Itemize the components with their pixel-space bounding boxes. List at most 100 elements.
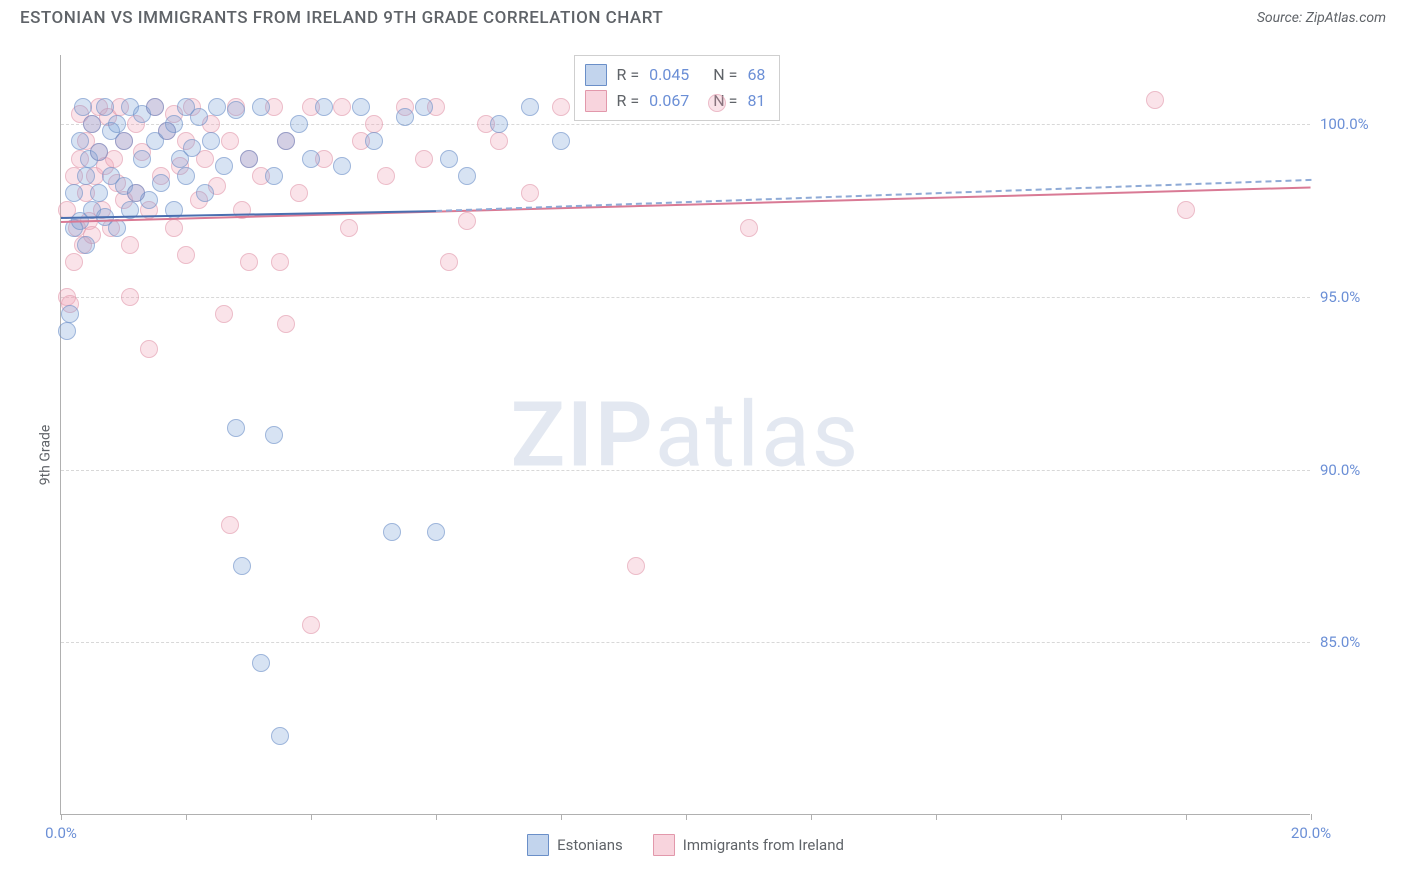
data-point-blue [352, 98, 370, 116]
stats-legend-box: R = 0.045 N = 68 R = 0.067 N = 81 [574, 55, 781, 121]
data-point-pink [271, 253, 289, 271]
gridline [61, 470, 1310, 471]
data-point-blue [165, 115, 183, 133]
legend-item-estonians: Estonians [527, 834, 623, 856]
data-point-blue [58, 322, 76, 340]
data-point-blue [396, 108, 414, 126]
data-point-pink [221, 516, 239, 534]
data-point-pink [1146, 91, 1164, 109]
data-point-pink [177, 246, 195, 264]
data-point-pink [240, 253, 258, 271]
x-tick [1311, 814, 1312, 820]
data-point-blue [290, 115, 308, 133]
y-tick-label: 85.0% [1320, 633, 1380, 651]
data-point-pink [740, 219, 758, 237]
source-attribution: Source: ZipAtlas.com [1257, 10, 1386, 26]
data-point-blue [265, 426, 283, 444]
chart-title: ESTONIAN VS IMMIGRANTS FROM IRELAND 9TH … [20, 8, 663, 28]
x-tick-label-min: 0.0% [45, 824, 77, 842]
data-point-blue [440, 150, 458, 168]
data-point-blue [521, 98, 539, 116]
gridline [61, 124, 1310, 125]
data-point-blue [61, 305, 79, 323]
y-tick-label: 90.0% [1320, 461, 1380, 479]
x-tick [1186, 814, 1187, 820]
n-value-pink: 81 [747, 88, 765, 114]
y-tick-label: 100.0% [1320, 115, 1380, 133]
data-point-pink [121, 236, 139, 254]
bottom-legend: Estonians Immigrants from Ireland [61, 834, 1310, 856]
r-value-pink: 0.067 [649, 88, 689, 114]
data-point-pink [165, 219, 183, 237]
r-value-blue: 0.045 [649, 62, 689, 88]
y-tick-label: 95.0% [1320, 288, 1380, 306]
data-point-blue [183, 139, 201, 157]
data-point-blue [233, 557, 251, 575]
data-point-blue [490, 115, 508, 133]
data-point-pink [333, 98, 351, 116]
data-point-blue [415, 98, 433, 116]
data-point-pink [221, 132, 239, 150]
swatch-pink-icon [653, 834, 675, 856]
data-point-pink [708, 94, 726, 112]
data-point-pink [121, 288, 139, 306]
data-point-blue [227, 101, 245, 119]
data-point-blue [202, 132, 220, 150]
data-point-pink [340, 219, 358, 237]
data-point-pink [415, 150, 433, 168]
data-point-blue [252, 654, 270, 672]
data-point-blue [552, 132, 570, 150]
data-point-blue [383, 523, 401, 541]
data-point-blue [90, 143, 108, 161]
data-point-blue [458, 167, 476, 185]
x-tick [1061, 814, 1062, 820]
data-point-blue [227, 419, 245, 437]
data-point-blue [208, 98, 226, 116]
data-point-pink [290, 184, 308, 202]
data-point-blue [215, 157, 233, 175]
data-point-blue [108, 115, 126, 133]
data-point-blue [196, 184, 214, 202]
chart-container: 9th Grade ZIPatlas R = 0.045 N = 68 R = … [20, 45, 1386, 865]
data-point-blue [302, 150, 320, 168]
data-point-blue [277, 132, 295, 150]
gridline [61, 297, 1310, 298]
data-point-blue [71, 132, 89, 150]
data-point-pink [365, 115, 383, 133]
stats-row-blue: R = 0.045 N = 68 [585, 62, 766, 88]
watermark: ZIPatlas [511, 382, 861, 487]
x-tick-label-max: 20.0% [1291, 824, 1331, 842]
x-tick [811, 814, 812, 820]
legend-item-ireland: Immigrants from Ireland [653, 834, 844, 856]
x-tick [436, 814, 437, 820]
data-point-blue [90, 184, 108, 202]
data-point-blue [271, 727, 289, 745]
data-point-blue [365, 132, 383, 150]
data-point-pink [552, 98, 570, 116]
data-point-blue [65, 184, 83, 202]
data-point-blue [190, 108, 208, 126]
data-point-blue [74, 98, 92, 116]
data-point-pink [521, 184, 539, 202]
data-point-blue [152, 174, 170, 192]
y-axis-label: 9th Grade [37, 425, 53, 486]
data-point-pink [1177, 201, 1195, 219]
data-point-blue [427, 523, 445, 541]
data-point-blue [146, 98, 164, 116]
x-tick [311, 814, 312, 820]
gridline [61, 642, 1310, 643]
data-point-blue [177, 167, 195, 185]
data-point-pink [105, 150, 123, 168]
data-point-blue [140, 191, 158, 209]
data-point-pink [65, 253, 83, 271]
x-tick [561, 814, 562, 820]
data-point-blue [133, 150, 151, 168]
data-point-blue [333, 157, 351, 175]
data-point-pink [377, 167, 395, 185]
data-point-pink [627, 557, 645, 575]
data-point-blue [252, 98, 270, 116]
data-point-pink [277, 315, 295, 333]
data-point-pink [215, 305, 233, 323]
data-point-blue [240, 150, 258, 168]
data-point-blue [77, 167, 95, 185]
